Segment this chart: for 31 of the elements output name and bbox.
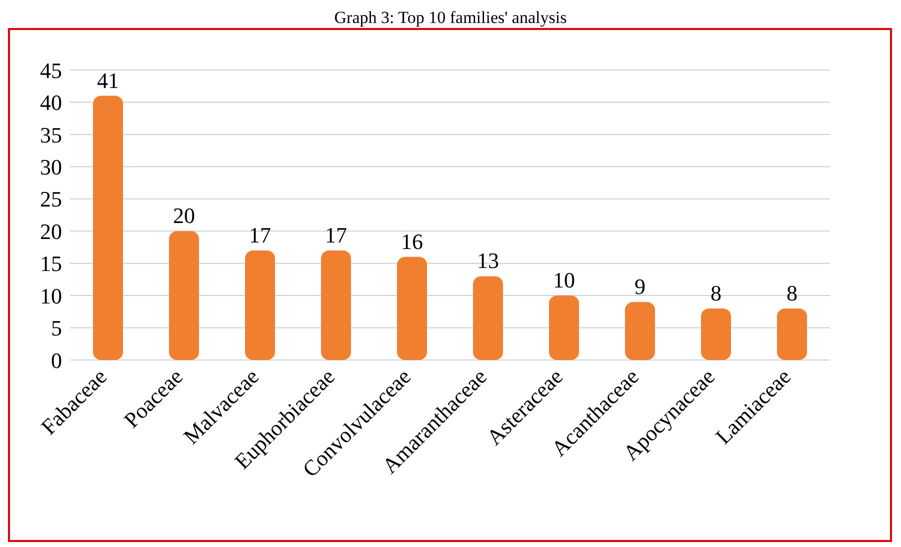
data-label: 8 [786, 280, 798, 306]
y-tick-label: 5 [51, 316, 62, 341]
data-label: 17 [325, 222, 347, 248]
data-label: 20 [173, 203, 195, 228]
bar [625, 302, 655, 360]
bar [701, 308, 731, 360]
data-label: 10 [553, 268, 575, 293]
data-label: 16 [401, 228, 423, 254]
y-tick-label: 40 [40, 90, 62, 116]
bar [321, 250, 351, 360]
data-label: 13 [477, 248, 499, 274]
y-tick-label: 15 [40, 251, 62, 276]
bar [93, 96, 123, 360]
data-label: 9 [634, 274, 646, 299]
y-tick-label: 30 [40, 154, 62, 180]
y-tick-label: 10 [40, 283, 62, 308]
data-label: 41 [97, 68, 119, 93]
data-label: 8 [710, 280, 722, 306]
bar [169, 231, 199, 360]
bar [777, 308, 807, 360]
data-label: 17 [249, 222, 271, 248]
bar [397, 256, 427, 360]
y-tick-label: 0 [51, 348, 62, 373]
bar [473, 276, 503, 360]
y-tick-label: 20 [40, 218, 62, 244]
chart-title: Graph 3: Top 10 families' analysis [333, 8, 568, 28]
y-tick-label: 35 [40, 122, 62, 148]
y-tick-label: 25 [40, 186, 62, 212]
bar [245, 250, 275, 360]
y-tick-label: 45 [40, 58, 62, 83]
bar [549, 296, 579, 360]
